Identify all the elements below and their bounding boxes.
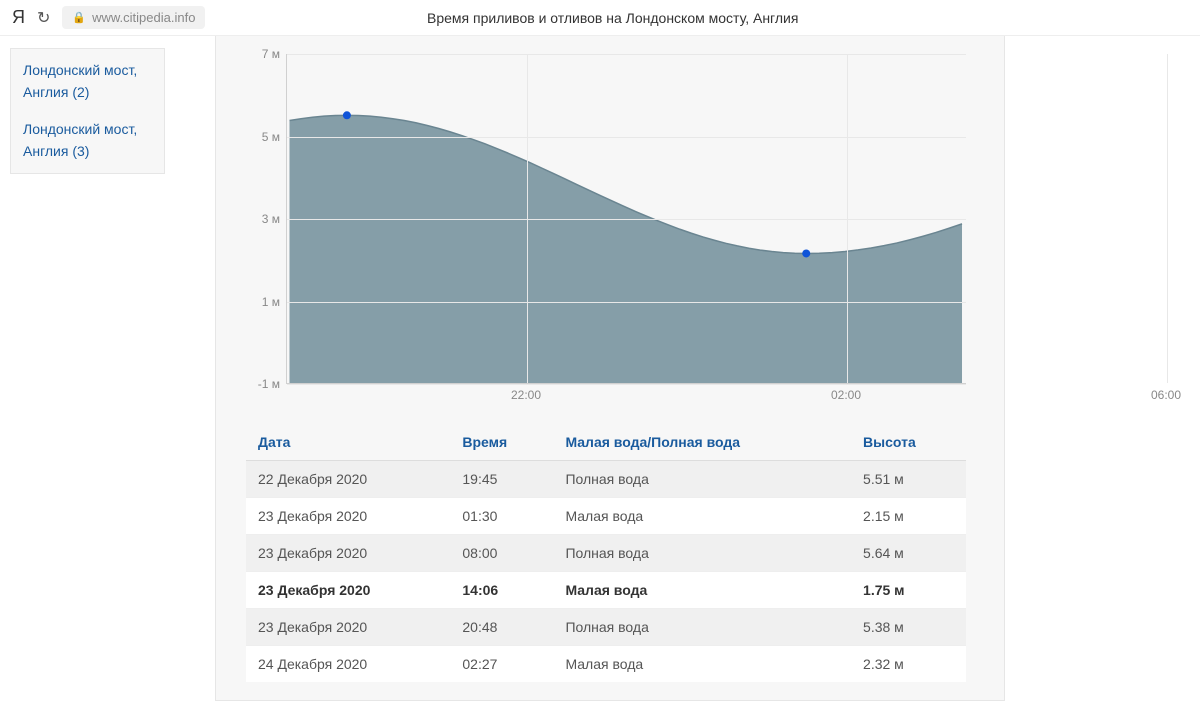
- x-axis: 22:0002:0006:0010:0014:0018:0022:0002:00: [286, 386, 966, 406]
- reload-icon[interactable]: ↻: [37, 8, 50, 28]
- cell-height: 1.75 м: [851, 572, 966, 609]
- y-tick-label: 7 м: [262, 47, 280, 61]
- lock-icon: 🔒: [72, 11, 86, 24]
- col-date: Дата: [246, 424, 450, 461]
- cell-height: 5.64 м: [851, 535, 966, 572]
- y-axis: -1 м1 м3 м5 м7 м: [246, 54, 286, 384]
- table-row: 23 Декабря 202001:30Малая вода2.15 м: [246, 498, 966, 535]
- cell-height: 2.15 м: [851, 498, 966, 535]
- table-row: 22 Декабря 202019:45Полная вода5.51 м: [246, 461, 966, 498]
- cell-date: 23 Декабря 2020: [246, 609, 450, 646]
- cell-date: 23 Декабря 2020: [246, 572, 450, 609]
- browser-logo: Я: [12, 7, 25, 28]
- cell-time: 08:00: [450, 535, 553, 572]
- table-row: 23 Декабря 202014:06Малая вода1.75 м: [246, 572, 966, 609]
- cell-type: Полная вода: [553, 609, 851, 646]
- content-card: -1 м1 м3 м5 м7 м 22:0002:0006:0010:0014:…: [215, 36, 1005, 701]
- col-type: Малая вода/Полная вода: [553, 424, 851, 461]
- cell-date: 23 Декабря 2020: [246, 498, 450, 535]
- url-box[interactable]: 🔒 www.citipedia.info: [62, 6, 205, 29]
- x-tick-label: 02:00: [831, 388, 861, 402]
- cell-height: 5.38 м: [851, 609, 966, 646]
- cell-type: Малая вода: [553, 646, 851, 683]
- browser-bar: Я ↻ 🔒 www.citipedia.info Время приливов …: [0, 0, 1200, 36]
- sidebar-link-1[interactable]: Лондонский мост, Англия (2): [23, 59, 152, 104]
- cell-time: 02:27: [450, 646, 553, 683]
- cell-type: Малая вода: [553, 498, 851, 535]
- cell-type: Полная вода: [553, 461, 851, 498]
- y-tick-label: 3 м: [262, 212, 280, 226]
- cell-time: 20:48: [450, 609, 553, 646]
- sidebar: Лондонский мост, Англия (2) Лондонский м…: [0, 36, 175, 721]
- cell-time: 01:30: [450, 498, 553, 535]
- table-row: 23 Декабря 202008:00Полная вода5.64 м: [246, 535, 966, 572]
- sidebar-link-2[interactable]: Лондонский мост, Англия (3): [23, 118, 152, 163]
- chart-plot: [286, 54, 966, 384]
- url-text: www.citipedia.info: [92, 10, 195, 25]
- table-row: 23 Декабря 202020:48Полная вода5.38 м: [246, 609, 966, 646]
- table-row: 24 Декабря 202002:27Малая вода2.32 м: [246, 646, 966, 683]
- cell-height: 5.51 м: [851, 461, 966, 498]
- y-tick-label: 5 м: [262, 130, 280, 144]
- cell-date: 22 Декабря 2020: [246, 461, 450, 498]
- table-header-row: Дата Время Малая вода/Полная вода Высота: [246, 424, 966, 461]
- cell-date: 24 Декабря 2020: [246, 646, 450, 683]
- sidebar-box: Лондонский мост, Англия (2) Лондонский м…: [10, 48, 165, 174]
- tide-chart: -1 м1 м3 м5 м7 м 22:0002:0006:0010:0014:…: [246, 54, 966, 384]
- page-title: Время приливов и отливов на Лондонском м…: [217, 10, 1188, 26]
- y-tick-label: -1 м: [258, 377, 280, 391]
- tide-table: Дата Время Малая вода/Полная вода Высота…: [246, 424, 966, 682]
- cell-type: Малая вода: [553, 572, 851, 609]
- main: -1 м1 м3 м5 м7 м 22:0002:0006:0010:0014:…: [175, 36, 1200, 721]
- x-tick-label: 22:00: [511, 388, 541, 402]
- y-tick-label: 1 м: [262, 295, 280, 309]
- cell-time: 19:45: [450, 461, 553, 498]
- col-height: Высота: [851, 424, 966, 461]
- cell-type: Полная вода: [553, 535, 851, 572]
- x-tick-label: 06:00: [1151, 388, 1181, 402]
- cell-date: 23 Декабря 2020: [246, 535, 450, 572]
- cell-height: 2.32 м: [851, 646, 966, 683]
- col-time: Время: [450, 424, 553, 461]
- cell-time: 14:06: [450, 572, 553, 609]
